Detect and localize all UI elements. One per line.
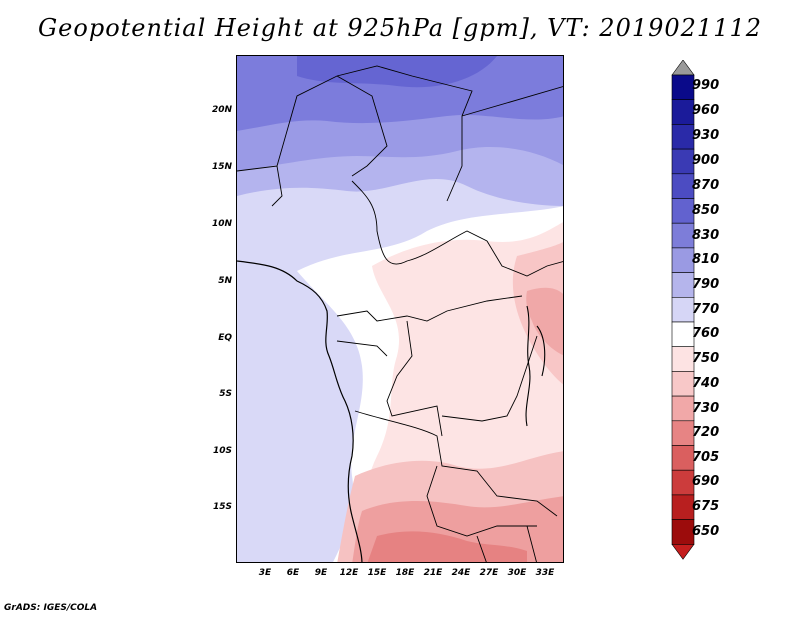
lat-label: 20N <box>211 105 232 115</box>
lat-label: 10S <box>212 446 232 456</box>
colorbar-cell <box>671 198 695 224</box>
colorbar-cell <box>671 297 695 323</box>
colorbar-label: 740 <box>692 376 720 391</box>
colorbar-label: 705 <box>692 450 720 465</box>
lon-label: 27E <box>479 568 499 578</box>
colorbar-cell <box>671 420 695 446</box>
colorbar-cell <box>671 346 695 372</box>
map-panel <box>236 55 564 563</box>
colorbar-cell <box>671 272 695 298</box>
colorbar-label: 675 <box>692 499 720 514</box>
lat-label: 5N <box>218 276 232 286</box>
lon-label: 3E <box>258 568 272 578</box>
colorbar-label: 830 <box>692 228 720 243</box>
lon-label: 15E <box>367 568 387 578</box>
colorbar-label: 790 <box>692 277 720 292</box>
border-sahel <box>351 180 563 277</box>
lat-label: 15S <box>212 502 232 512</box>
colorbar-label: 990 <box>692 78 720 93</box>
colorbar-label: 760 <box>692 326 720 341</box>
colorbar-cell <box>671 99 695 125</box>
lon-label: 24E <box>451 568 471 578</box>
colorbar-cell <box>671 371 695 397</box>
field-720 <box>367 531 527 562</box>
colorbar-cell <box>671 124 695 150</box>
colorbar-label: 850 <box>692 203 720 218</box>
colorbar-cell <box>671 469 695 496</box>
lat-label: 10N <box>211 219 232 229</box>
coastline <box>237 260 363 562</box>
lat-label: 5S <box>219 389 232 399</box>
colorbar-cell <box>671 247 695 273</box>
colorbar-label: 810 <box>692 252 720 267</box>
colorbar-label: 750 <box>692 351 720 366</box>
colorbar-label: 720 <box>692 425 720 440</box>
colorbar-cell <box>671 74 695 101</box>
lon-label: 21E <box>423 568 443 578</box>
colorbar-label: 730 <box>692 401 720 416</box>
colorbar-cell <box>671 222 695 249</box>
great-lakes <box>525 305 546 427</box>
colorbar-label: 770 <box>692 302 720 317</box>
colorbar-cell <box>671 173 695 199</box>
grads-credit: GrADS: IGES/COLA <box>4 603 98 613</box>
colorbar-label: 960 <box>692 103 720 118</box>
lon-label: 33E <box>535 568 555 578</box>
plot-title: Geopotential Height at 925hPa [gpm], VT:… <box>38 14 762 42</box>
colorbar-cell <box>671 395 695 422</box>
lon-label: 18E <box>395 568 415 578</box>
lon-label: 12E <box>339 568 359 578</box>
colorbar-label: 930 <box>692 128 720 143</box>
border-central <box>336 295 538 437</box>
colorbar-cell <box>671 494 695 520</box>
lon-label: 30E <box>507 568 527 578</box>
lon-label: 6E <box>286 568 300 578</box>
lat-label: EQ <box>218 333 232 343</box>
colorbar-cell <box>671 519 695 545</box>
colorbar-cell <box>671 148 695 175</box>
lon-label: 9E <box>314 568 328 578</box>
colorbar-label: 690 <box>692 474 720 489</box>
field-730 <box>526 287 563 356</box>
colorbar-label: 900 <box>692 153 720 168</box>
colorbar-label: 870 <box>692 178 720 193</box>
colorbar-label: 650 <box>692 524 720 539</box>
colorbar-cell <box>671 321 695 348</box>
colorbar-cell <box>671 60 695 76</box>
colorbar-cell <box>671 445 695 471</box>
border-south <box>354 410 558 562</box>
map-field <box>237 56 563 562</box>
border-north <box>237 65 563 207</box>
colorbar-cell <box>671 543 695 560</box>
lat-label: 15N <box>211 162 232 172</box>
colorbar <box>671 60 695 560</box>
